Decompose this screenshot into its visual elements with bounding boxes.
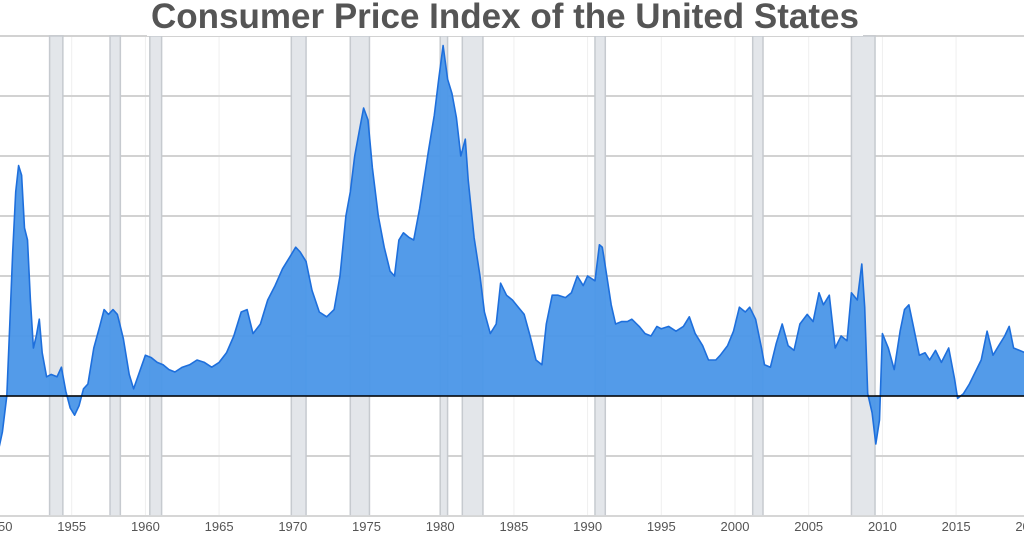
x-tick-label: 1960 [131, 519, 160, 534]
recession-band [48, 35, 64, 517]
x-tick-label: 1965 [205, 519, 234, 534]
x-tick-label: 1950 [0, 519, 12, 534]
x-tick-label: 1975 [352, 519, 381, 534]
x-tick-label: 2015 [942, 519, 971, 534]
x-tick-label: 1970 [278, 519, 307, 534]
chart-title: Consumer Price Index of the United State… [0, 0, 1010, 37]
x-tick-label: 1990 [573, 519, 602, 534]
cpi-line [0, 44, 1024, 447]
recession-band [109, 35, 122, 517]
x-tick-label: 2000 [721, 519, 750, 534]
recession-band [751, 35, 764, 517]
x-tick-label: 2005 [794, 519, 823, 534]
x-tick-label: 1985 [499, 519, 528, 534]
x-tick-label: 2010 [868, 519, 897, 534]
x-tick-label: 1995 [647, 519, 676, 534]
x-tick-label: 1980 [426, 519, 455, 534]
x-tick-label: 2020 [1015, 519, 1024, 534]
cpi-area [0, 45, 1024, 444]
recession-band [149, 35, 163, 517]
x-tick-label: 1955 [57, 519, 86, 534]
